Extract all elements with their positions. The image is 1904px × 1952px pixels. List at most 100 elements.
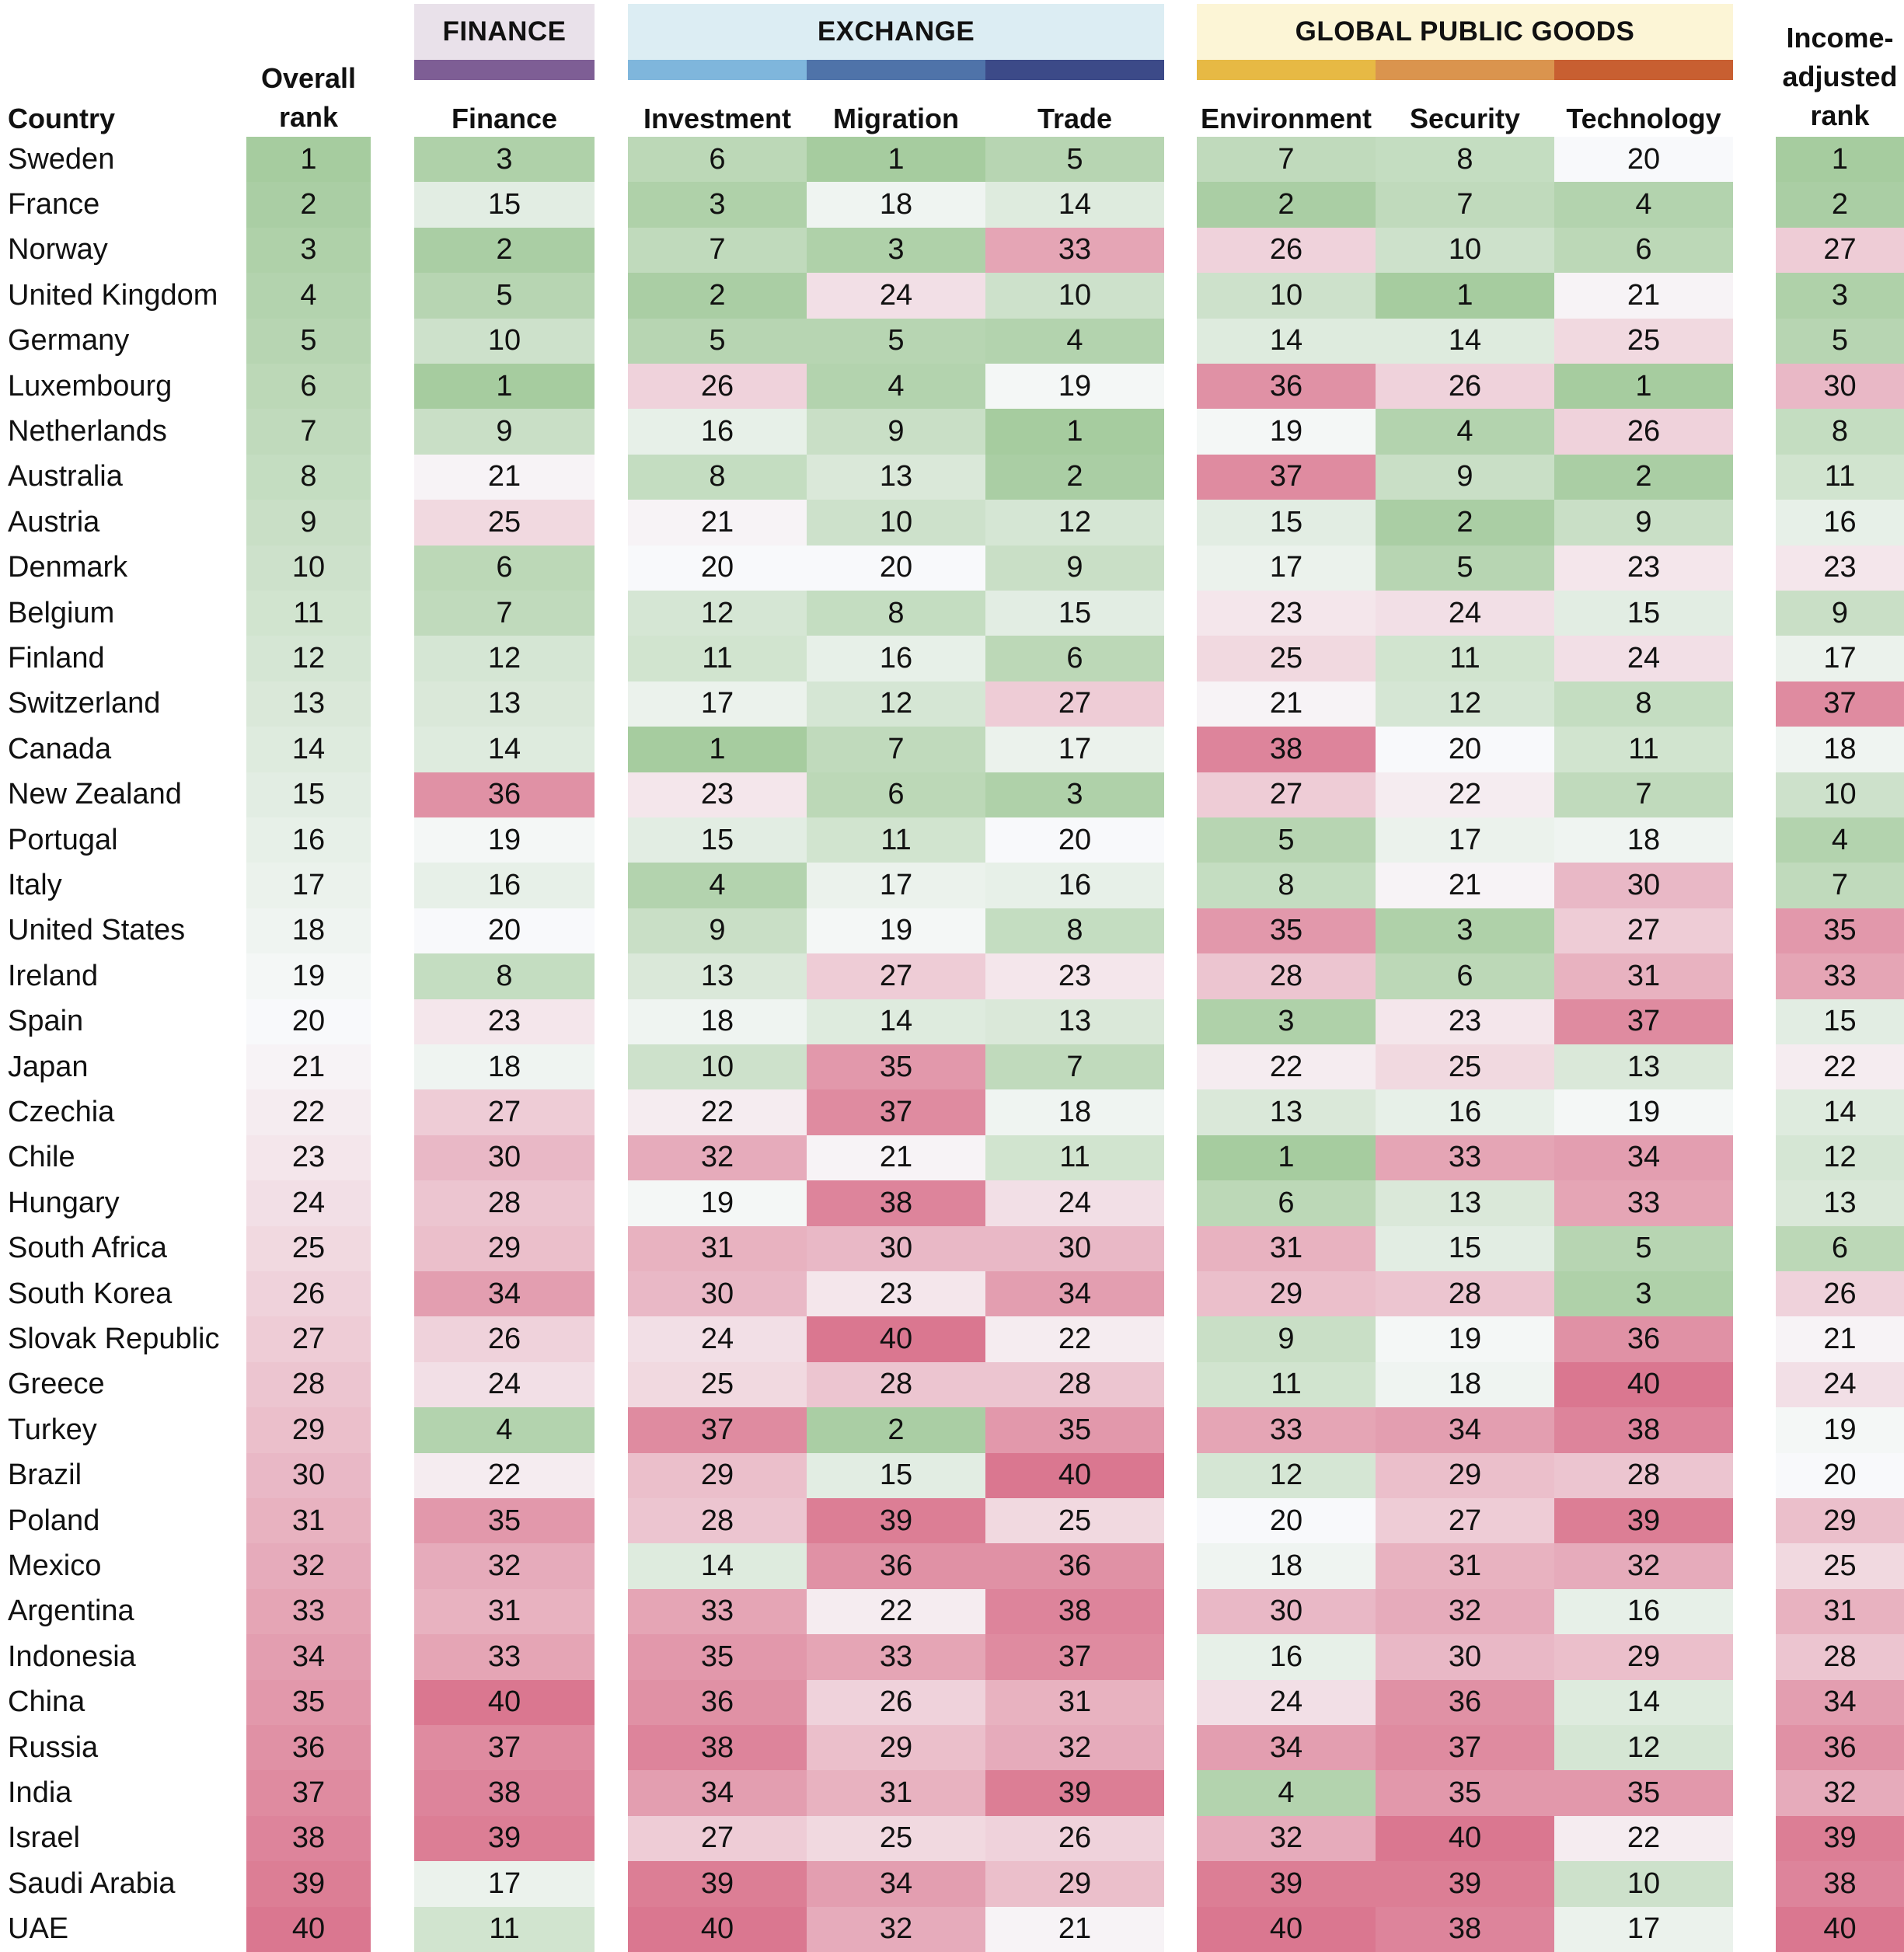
cell-overall-rank: 5 [246, 318, 371, 364]
cell-technology: 17 [1554, 1906, 1733, 1952]
cell-trade: 23 [985, 953, 1164, 999]
cell-overall-rank: 22 [246, 1089, 371, 1135]
cell-security: 38 [1376, 1906, 1554, 1952]
cell-finance: 22 [414, 1452, 595, 1498]
cell-trade: 4 [985, 318, 1164, 364]
country-label: India [8, 1776, 72, 1810]
cell-migration: 15 [807, 1452, 985, 1498]
cell-technology: 2 [1554, 454, 1733, 500]
cell-security: 35 [1376, 1770, 1554, 1816]
cell-environment: 8 [1197, 863, 1376, 908]
cell-income-adjusted-rank: 28 [1776, 1634, 1904, 1680]
cell-migration: 38 [807, 1180, 985, 1226]
cell-technology: 26 [1554, 409, 1733, 455]
cell-environment: 20 [1197, 1498, 1376, 1544]
cell-income-adjusted-rank: 24 [1776, 1361, 1904, 1408]
cell-investment: 22 [628, 1089, 807, 1135]
cell-overall-rank: 15 [246, 772, 371, 817]
cell-environment: 19 [1197, 409, 1376, 455]
cell-migration: 17 [807, 863, 985, 908]
cell-environment: 26 [1197, 227, 1376, 274]
cell-investment: 39 [628, 1861, 807, 1907]
cell-migration: 16 [807, 636, 985, 681]
cell-income-adjusted-rank: 23 [1776, 545, 1904, 591]
cell-overall-rank: 26 [246, 1271, 371, 1317]
group-color-band [1376, 60, 1554, 80]
cell-trade: 10 [985, 273, 1164, 319]
country-label: Poland [8, 1504, 100, 1537]
cell-migration: 39 [807, 1498, 985, 1544]
cell-investment: 25 [628, 1361, 807, 1408]
cell-technology: 20 [1554, 137, 1733, 183]
cell-migration: 35 [807, 1044, 985, 1090]
cell-trade: 33 [985, 227, 1164, 274]
cell-overall-rank: 39 [246, 1861, 371, 1907]
cell-migration: 32 [807, 1906, 985, 1952]
cell-trade: 18 [985, 1089, 1164, 1135]
cell-technology: 4 [1554, 182, 1733, 228]
cell-environment: 30 [1197, 1588, 1376, 1635]
cell-security: 8 [1376, 137, 1554, 183]
country-label: Italy [8, 869, 62, 902]
cell-finance: 29 [414, 1225, 595, 1271]
cell-investment: 32 [628, 1135, 807, 1181]
cell-income-adjusted-rank: 4 [1776, 817, 1904, 863]
cell-investment: 16 [628, 409, 807, 455]
cell-trade: 22 [985, 1316, 1164, 1362]
country-label: Sweden [8, 142, 115, 176]
cell-income-adjusted-rank: 3 [1776, 273, 1904, 319]
cell-overall-rank: 14 [246, 727, 371, 772]
cell-trade: 12 [985, 500, 1164, 546]
header-line: Overall [260, 62, 357, 94]
cell-income-adjusted-rank: 29 [1776, 1498, 1904, 1544]
cell-finance: 6 [414, 545, 595, 591]
cell-trade: 21 [985, 1906, 1164, 1952]
cell-overall-rank: 13 [246, 681, 371, 727]
cell-finance: 21 [414, 454, 595, 500]
cell-security: 18 [1376, 1361, 1554, 1408]
cell-trade: 26 [985, 1815, 1164, 1862]
cell-technology: 8 [1554, 681, 1733, 727]
cell-security: 20 [1376, 727, 1554, 772]
cell-trade: 11 [985, 1135, 1164, 1181]
cell-security: 14 [1376, 318, 1554, 364]
cell-finance: 17 [414, 1861, 595, 1907]
cell-security: 6 [1376, 953, 1554, 999]
cell-trade: 9 [985, 545, 1164, 591]
cell-migration: 1 [807, 137, 985, 183]
cell-income-adjusted-rank: 21 [1776, 1316, 1904, 1362]
cell-security: 4 [1376, 409, 1554, 455]
cell-overall-rank: 10 [246, 545, 371, 591]
country-label: Portugal [8, 823, 118, 856]
country-label: Belgium [8, 596, 115, 629]
cell-technology: 6 [1554, 227, 1733, 274]
cell-technology: 35 [1554, 1770, 1733, 1816]
cell-trade: 7 [985, 1044, 1164, 1090]
cell-finance: 19 [414, 817, 595, 863]
country-label: Australia [8, 460, 123, 493]
cell-security: 19 [1376, 1316, 1554, 1362]
cell-investment: 36 [628, 1679, 807, 1725]
country-label: Israel [8, 1821, 80, 1855]
cell-technology: 24 [1554, 636, 1733, 681]
cell-trade: 40 [985, 1452, 1164, 1498]
cell-overall-rank: 30 [246, 1452, 371, 1498]
cell-investment: 23 [628, 772, 807, 817]
cell-environment: 31 [1197, 1225, 1376, 1271]
cell-trade: 5 [985, 137, 1164, 183]
cell-income-adjusted-rank: 6 [1776, 1225, 1904, 1271]
cell-technology: 39 [1554, 1498, 1733, 1544]
cell-overall-rank: 34 [246, 1634, 371, 1680]
country-label: Spain [8, 1005, 84, 1038]
cell-environment: 35 [1197, 908, 1376, 954]
cell-environment: 23 [1197, 591, 1376, 636]
cell-security: 21 [1376, 863, 1554, 908]
cell-security: 24 [1376, 591, 1554, 636]
cell-investment: 38 [628, 1725, 807, 1771]
cell-finance: 35 [414, 1498, 595, 1544]
cell-migration: 28 [807, 1361, 985, 1408]
cell-environment: 39 [1197, 1861, 1376, 1907]
country-label: Netherlands [8, 415, 167, 448]
cell-environment: 28 [1197, 953, 1376, 999]
country-label: Chile [8, 1141, 75, 1174]
